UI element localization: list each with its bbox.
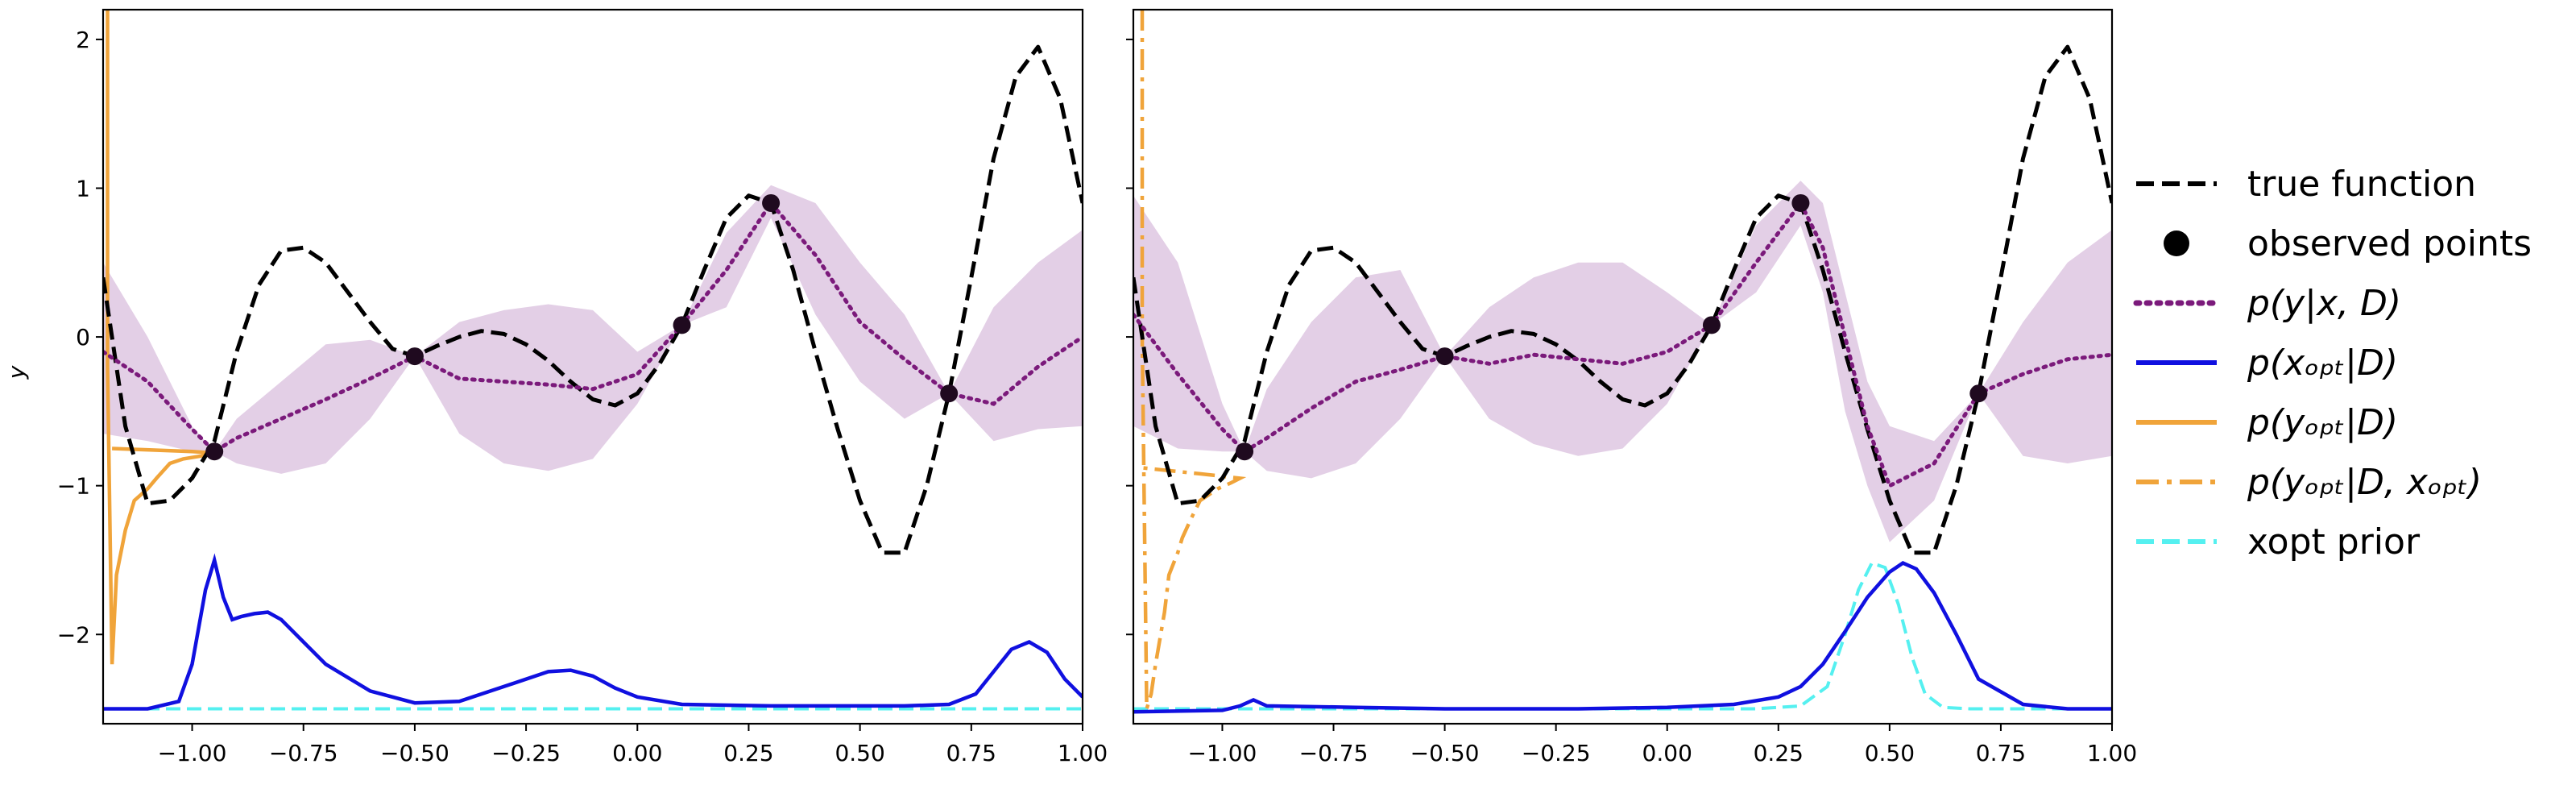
- plot-area-right: [1133, 10, 2112, 714]
- y-tick-label: 2: [76, 27, 90, 53]
- legend-label: p(yₒₚₜ|D, xₒₚₜ): [2247, 462, 2482, 503]
- x-tick-label: 1.00: [2087, 740, 2137, 766]
- axes-frame: [1132, 8, 2114, 725]
- y-axis-label: y: [3, 365, 30, 380]
- legend-item: p(y|x, D): [2133, 283, 2401, 324]
- legend-label: p(xₒₚₜ|D): [2247, 343, 2398, 384]
- x-tick-label: −0.50: [1410, 740, 1480, 766]
- observed-point: [762, 193, 781, 212]
- plot-area-left: [103, 10, 1083, 711]
- posterior-band: [103, 185, 1083, 474]
- x-tick-label: 0.00: [612, 740, 662, 766]
- y-tick-label: 1: [76, 176, 90, 202]
- axes-frame: [101, 8, 1084, 725]
- observed-point: [940, 384, 959, 403]
- y-opt-density-line: [1140, 10, 1247, 710]
- x-tick-label: −0.75: [1299, 740, 1369, 766]
- y-tick-label: 0: [76, 324, 90, 351]
- observed-point: [1236, 442, 1254, 461]
- observed-point: [405, 347, 424, 366]
- x-tick-label: 0.75: [1976, 740, 2026, 766]
- posterior-band: [1133, 181, 2112, 542]
- x-tick-label: −0.25: [1522, 740, 1591, 766]
- true-function-line: [1133, 44, 2112, 555]
- x-opt-density-line: [1133, 561, 2112, 714]
- legend-item: observed points: [2164, 223, 2532, 264]
- legend-label: observed points: [2247, 223, 2532, 264]
- observed-point: [1791, 193, 1810, 212]
- legend-swatch: [2164, 230, 2189, 256]
- legend-item: p(yₒₚₜ|D, xₒₚₜ): [2136, 462, 2482, 503]
- x-tick-label: 0.00: [1642, 740, 1692, 766]
- panel-right: −1.00 −0.75 −0.50 −0.25 0.00 0.25 0.50 0.75 1.00: [1126, 8, 2137, 766]
- legend-item: p(xₒₚₜ|D): [2136, 343, 2398, 384]
- x-tick-label: 0.75: [946, 740, 996, 766]
- x-tick-label: 0.25: [1754, 740, 1804, 766]
- posterior-mean-line: [103, 199, 1083, 455]
- legend-label: true function: [2247, 164, 2476, 205]
- x-tick-label: 0.50: [835, 740, 884, 766]
- legend: true function observed points p(y|x, D) p(x…: [2133, 164, 2532, 563]
- x-tick-label: −1.00: [158, 740, 227, 766]
- x-tick-label: 0.25: [723, 740, 773, 766]
- x-tick-label: −1.00: [1188, 740, 1257, 766]
- x-tick-label: 0.50: [1865, 740, 1915, 766]
- posterior-mean-line: [1133, 199, 2112, 489]
- x-tick-label: 1.00: [1058, 740, 1108, 766]
- observed-point: [1702, 316, 1721, 334]
- y-tick-label: −1: [57, 473, 90, 500]
- legend-item: xopt prior: [2136, 521, 2421, 563]
- observed-point: [673, 316, 691, 334]
- legend-label: p(yₒₚₜ|D): [2247, 402, 2398, 443]
- observed-point: [205, 442, 224, 461]
- x-tick-label: −0.25: [491, 740, 561, 766]
- x-opt-density-line: [103, 553, 1083, 711]
- legend-item: p(yₒₚₜ|D): [2136, 402, 2398, 443]
- x-tick-label: −0.50: [380, 740, 449, 766]
- x-tick-label: −0.75: [269, 740, 338, 766]
- legend-label: p(y|x, D): [2247, 283, 2401, 324]
- legend-label: xopt prior: [2247, 521, 2421, 563]
- panel-left: −1.00 −0.75 −0.50 −0.25 0.00 0.25 0.50 0.75 1.00…: [57, 8, 1108, 766]
- xopt-prior-line: [1133, 561, 2112, 711]
- y-tick-label: −2: [57, 621, 90, 648]
- legend-item: true function: [2136, 164, 2476, 205]
- observed-point: [1435, 347, 1454, 366]
- observed-point: [1969, 384, 1988, 403]
- true-function-line: [103, 44, 1083, 555]
